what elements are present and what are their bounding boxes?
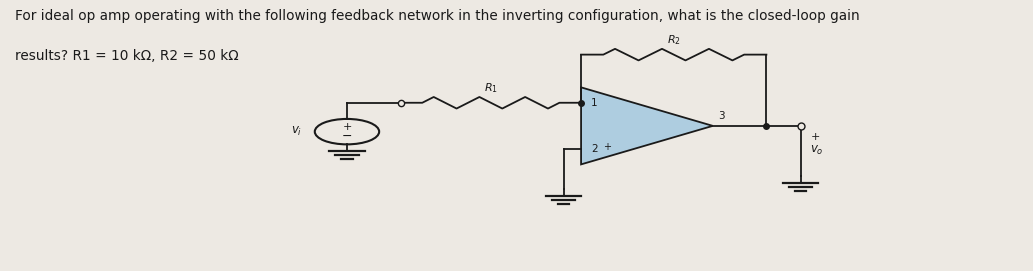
Text: $v_o$: $v_o$ (810, 144, 824, 157)
Text: +: + (810, 133, 819, 143)
Text: $v_i$: $v_i$ (290, 125, 302, 138)
Text: 3: 3 (719, 111, 725, 121)
Text: 2: 2 (591, 144, 597, 154)
Text: For ideal op amp operating with the following feedback network in the inverting : For ideal op amp operating with the foll… (15, 9, 860, 23)
Text: results? R1 = 10 kΩ, R2 = 50 kΩ: results? R1 = 10 kΩ, R2 = 50 kΩ (15, 49, 239, 63)
Text: +: + (602, 142, 611, 152)
Text: 1: 1 (591, 98, 597, 108)
Text: $R_1$: $R_1$ (483, 81, 498, 95)
Polygon shape (582, 87, 713, 164)
Text: +: + (342, 122, 351, 132)
Text: $R_2$: $R_2$ (667, 33, 681, 47)
Text: −: − (342, 130, 352, 143)
